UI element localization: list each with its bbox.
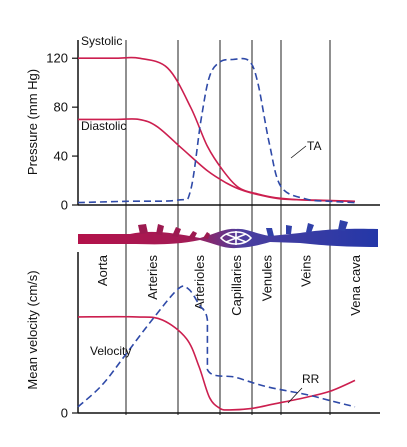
capillary-loop-2 [225,231,247,245]
label-systolic: Systolic [81,34,122,48]
capillary-bed [219,231,253,245]
pressure-y-ticks: 0 40 80 120 [46,51,78,213]
vessel-band [78,228,378,249]
branch-4 [188,231,197,239]
velocity-y-label: Mean velocity (cm/s) [25,270,40,389]
pressure-y-label: Pressure (mm Hg) [25,69,40,175]
label-rr: RR [302,372,320,386]
velocity-y-ticks: 0 [61,406,78,421]
velocity-series [77,285,356,411]
pressure-tick-label-80: 80 [54,100,68,115]
vein-branches [266,220,348,236]
vein-branch-3 [306,223,314,233]
series-line-rr [77,285,356,408]
pressure-tick-label-0: 0 [61,198,68,213]
vein-branch-2 [286,225,292,234]
label-ta-leader [290,145,307,159]
velocity-axes: 0 Mean velocity (cm/s) [25,252,380,421]
region-label-venules: Venules [260,255,275,302]
series-line-diastolic [78,118,356,203]
vein-branch-4 [338,220,348,231]
region-separators [125,40,331,415]
vein-branch-1 [266,228,274,236]
series-line-velocity [77,315,356,411]
series-line-ta [77,57,356,204]
label-velocity: Velocity [90,344,131,358]
region-label-arteries: Arteries [145,255,160,300]
capillary-loop-1 [219,231,253,245]
pressure-series [77,56,356,204]
velocity-tick-label-0: 0 [61,406,68,421]
pressure-tick-label-40: 40 [54,149,68,164]
vessel-branches [138,224,210,239]
region-label-aorta: Aorta [95,254,110,286]
pressure-axes: 0 40 80 120 Pressure (mm Hg) [25,40,380,213]
branch-1 [138,224,148,234]
region-labels: Aorta Arteries Arterioles Capillaries Venule… [95,254,363,315]
branch-3 [172,227,181,237]
branch-2 [156,224,164,235]
region-label-arterioles: Arterioles [192,255,207,310]
series-labels: Systolic Diastolic TA Velocity RR [81,34,321,404]
label-rr-leader [287,387,303,404]
label-ta: TA [307,139,321,153]
region-label-capillaries: Capillaries [229,255,244,316]
pressure-tick-label-120: 120 [46,51,68,66]
region-label-vena-cava: Vena cava [348,254,363,315]
branch-5 [203,232,210,239]
label-diastolic: Diastolic [81,119,126,133]
vessel-illustration [78,220,378,249]
region-label-veins: Veins [299,255,314,287]
